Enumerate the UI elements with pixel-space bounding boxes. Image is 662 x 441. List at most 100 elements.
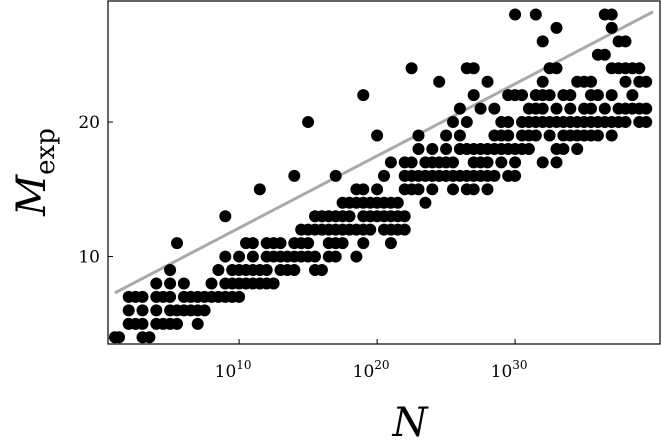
data-point-245 — [564, 89, 577, 102]
data-point-60 — [253, 183, 266, 196]
data-point-162 — [440, 129, 453, 142]
data-point-181 — [467, 62, 480, 75]
data-point-39 — [212, 264, 225, 277]
data-point-95 — [329, 250, 342, 263]
data-point-47 — [233, 290, 246, 303]
data-point-147 — [412, 142, 425, 155]
y-axis-label-main: M — [9, 174, 55, 217]
data-point-23 — [171, 317, 183, 330]
data-point-288 — [633, 62, 646, 75]
plot-frame — [107, 0, 661, 345]
data-point-174 — [460, 116, 473, 129]
y-tick-labels: 10 20 — [78, 113, 100, 268]
data-point-13 — [150, 304, 163, 317]
data-point-117 — [364, 223, 377, 236]
data-point-169 — [453, 129, 466, 142]
data-point-230 — [543, 89, 556, 102]
data-point-137 — [398, 210, 411, 223]
data-point-246 — [571, 142, 584, 155]
data-point-195 — [495, 156, 508, 169]
y-axis-label-sub: exp — [31, 128, 61, 175]
data-point-158 — [433, 75, 446, 88]
data-point-176 — [467, 183, 480, 196]
data-point-232 — [550, 156, 563, 169]
data-point-123 — [371, 129, 384, 142]
data-point-289 — [640, 116, 653, 129]
data-point-188 — [481, 156, 494, 169]
data-point-11 — [143, 331, 156, 344]
data-point-290 — [640, 102, 653, 115]
data-point-99 — [329, 169, 342, 182]
data-point-135 — [391, 196, 404, 209]
data-point-165 — [447, 156, 459, 169]
x-tick-label-1: 1020 — [353, 358, 390, 382]
data-point-8 — [136, 317, 149, 330]
data-point-3 — [122, 304, 135, 317]
data-point-37 — [205, 277, 218, 290]
data-point-105 — [343, 210, 356, 223]
data-point-236 — [550, 62, 563, 75]
data-point-149 — [419, 196, 432, 209]
data-point-9 — [136, 304, 149, 317]
data-point-83 — [302, 116, 315, 129]
data-points — [108, 8, 653, 344]
data-point-132 — [384, 156, 397, 169]
data-point-170 — [453, 102, 466, 115]
data-point-201 — [502, 129, 515, 142]
data-point-62 — [260, 264, 273, 277]
data-point-208 — [509, 8, 522, 21]
data-point-217 — [529, 129, 542, 142]
data-point-152 — [426, 183, 439, 196]
x-axis-label: N — [392, 400, 430, 441]
data-point-88 — [315, 264, 328, 277]
data-point-50 — [233, 250, 246, 263]
data-point-226 — [536, 75, 549, 88]
data-point-43 — [219, 210, 232, 223]
data-point-269 — [605, 89, 618, 102]
data-point-212 — [516, 89, 528, 102]
x-tick-label-2: 1030 — [491, 358, 528, 382]
data-point-204 — [509, 169, 522, 182]
data-point-76 — [288, 169, 301, 182]
data-point-283 — [626, 89, 639, 102]
data-point-20 — [164, 290, 177, 303]
data-point-258 — [585, 75, 597, 88]
data-point-15 — [150, 277, 163, 290]
data-point-190 — [481, 75, 494, 88]
data-point-272 — [605, 8, 618, 21]
y-tick-label-1: 20 — [78, 113, 100, 133]
data-point-145 — [412, 183, 425, 196]
data-point-73 — [288, 264, 301, 277]
data-point-127 — [378, 169, 390, 182]
data-point-180 — [467, 89, 480, 102]
data-point-259 — [591, 129, 604, 142]
data-point-155 — [426, 142, 439, 155]
data-point-42 — [219, 250, 232, 263]
data-point-222 — [536, 156, 549, 169]
data-point-238 — [557, 142, 570, 155]
data-point-221 — [529, 8, 542, 21]
data-point-191 — [488, 169, 501, 182]
fit-line — [114, 10, 654, 295]
data-point-166 — [447, 116, 459, 129]
data-point-277 — [619, 116, 632, 129]
data-point-21 — [164, 277, 177, 290]
x-tick-label-0: 1010 — [215, 358, 252, 382]
axis-ticks — [108, 121, 516, 344]
data-point-291 — [640, 75, 653, 88]
data-point-244 — [564, 102, 577, 115]
data-point-194 — [488, 102, 501, 115]
data-point-205 — [509, 156, 522, 169]
data-point-85 — [309, 250, 321, 263]
data-point-56 — [246, 250, 259, 263]
data-point-1 — [113, 331, 126, 344]
data-point-261 — [591, 89, 604, 102]
data-point-224 — [536, 102, 549, 115]
data-point-235 — [550, 102, 563, 115]
data-point-281 — [619, 35, 632, 48]
data-point-228 — [543, 129, 556, 142]
data-point-25 — [171, 237, 183, 250]
svg-text:Mexp: Mexp — [9, 128, 61, 217]
data-point-31 — [191, 317, 204, 330]
